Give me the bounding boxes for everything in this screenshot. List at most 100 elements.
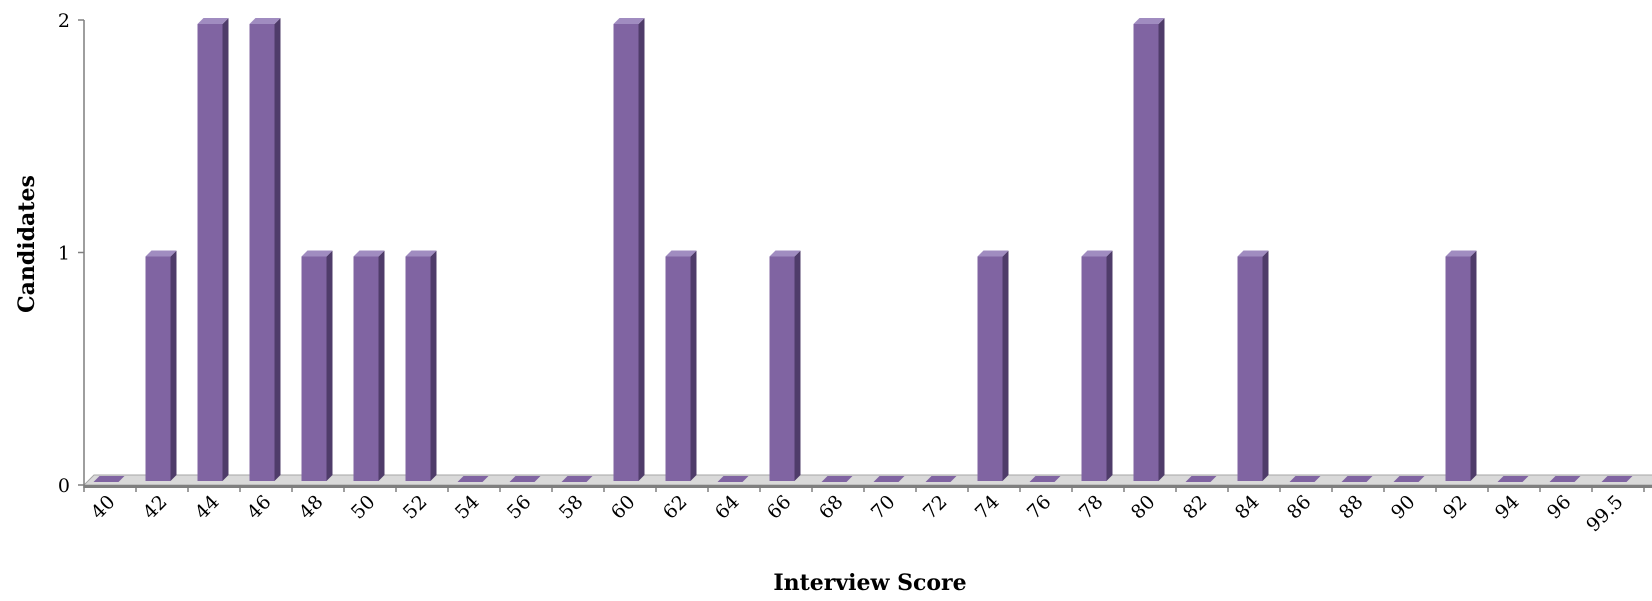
x-tick-label: 58 [555, 491, 588, 524]
bar-side [170, 250, 177, 481]
x-tick-label: 60 [607, 491, 640, 524]
bar-top [1341, 476, 1373, 482]
bar [1081, 250, 1113, 481]
x-tick-label: 44 [191, 491, 224, 524]
bar-top [301, 250, 333, 257]
bar-top [769, 250, 801, 257]
bar-side [1470, 250, 1477, 481]
y-tick-label: 1 [58, 243, 70, 265]
bar-top [509, 476, 541, 482]
x-tick-label: 62 [659, 491, 692, 524]
x-tick-label: 40 [87, 491, 120, 524]
bar-front [1133, 24, 1159, 481]
bar-front [665, 256, 691, 481]
bar-top [821, 476, 853, 482]
bar-top [665, 250, 697, 257]
bar-top [1601, 476, 1633, 482]
x-tick-label: 86 [1283, 491, 1316, 524]
bar [1289, 476, 1321, 482]
bar-top [457, 476, 489, 482]
bar-front [249, 24, 275, 481]
bar-front [405, 256, 431, 481]
bar-front [1237, 256, 1263, 481]
y-tick-label: 0 [58, 475, 70, 497]
bar [1549, 476, 1581, 482]
bar-side [1158, 18, 1165, 481]
bar-top [145, 250, 177, 257]
bar-side [690, 250, 697, 481]
bar [457, 476, 489, 482]
x-tick-label: 64 [711, 491, 744, 524]
bar-top [1289, 476, 1321, 482]
bar-top [717, 476, 749, 482]
bar [1237, 250, 1269, 481]
x-tick-label: 76 [1023, 491, 1056, 524]
bar [1185, 476, 1217, 482]
bar-side [1106, 250, 1113, 481]
bar-front [1445, 256, 1471, 481]
floor-front [84, 485, 1652, 488]
bar-top [1185, 476, 1217, 482]
bar-side [794, 250, 801, 481]
bar [1341, 476, 1373, 482]
bar [405, 250, 437, 481]
bar-top [353, 250, 385, 257]
x-axis: 40 42 44 46 48 50 52 54 56 58 60 62 64 66 68 70 72 74 76 78… [83, 485, 1645, 536]
bar-front [613, 24, 639, 481]
bar-side [274, 18, 281, 481]
bar-side [378, 250, 385, 481]
bar-side [1262, 250, 1269, 481]
bar [873, 476, 905, 482]
x-tick-label: 56 [503, 491, 536, 524]
x-tick-label: 52 [399, 491, 432, 524]
bar-front [197, 24, 223, 481]
x-tick-label: 66 [763, 491, 796, 524]
bar [1497, 476, 1529, 482]
bar [613, 18, 645, 481]
bar-top [1237, 250, 1269, 257]
bar-top [977, 250, 1009, 257]
bar [301, 250, 333, 481]
bar-side [222, 18, 229, 481]
bar-top [925, 476, 957, 482]
x-tick-label: 72 [919, 491, 952, 524]
bar-top [1549, 476, 1581, 482]
bar-top [613, 18, 645, 24]
x-tick-label: 54 [451, 491, 484, 524]
y-axis: 0 1 2 [58, 10, 85, 497]
bar-top [1029, 476, 1061, 482]
bar [1445, 250, 1477, 481]
bar [1393, 476, 1425, 482]
bar-top [93, 476, 125, 482]
bar [93, 476, 125, 482]
x-tick-label: 50 [347, 491, 380, 524]
bar-top [1445, 250, 1477, 257]
x-tick-label: 48 [295, 491, 328, 524]
bar-top [249, 18, 281, 24]
x-axis-title: Interview Score [773, 570, 966, 596]
x-tick-label: 70 [867, 491, 900, 524]
x-tick-label: 99.5 [1582, 491, 1627, 536]
bar [249, 18, 281, 481]
bar [665, 250, 697, 481]
x-tick-label: 42 [139, 491, 172, 524]
bar-front [1081, 256, 1107, 481]
bar-front [145, 256, 171, 481]
x-tick-label: 92 [1439, 491, 1472, 524]
bar-top [1133, 18, 1165, 24]
bar [769, 250, 801, 481]
bar [1601, 476, 1633, 482]
bar [977, 250, 1009, 481]
bar-top [561, 476, 593, 482]
bar [509, 476, 541, 482]
x-tick-label: 80 [1127, 491, 1160, 524]
x-tick-label: 88 [1335, 491, 1368, 524]
y-axis-title: Candidates [14, 175, 40, 313]
bar [353, 250, 385, 481]
bar [1133, 18, 1165, 481]
x-tick-label: 74 [971, 491, 1004, 524]
bars [93, 18, 1633, 482]
x-tick-label: 94 [1491, 491, 1524, 524]
x-tick-label: 68 [815, 491, 848, 524]
